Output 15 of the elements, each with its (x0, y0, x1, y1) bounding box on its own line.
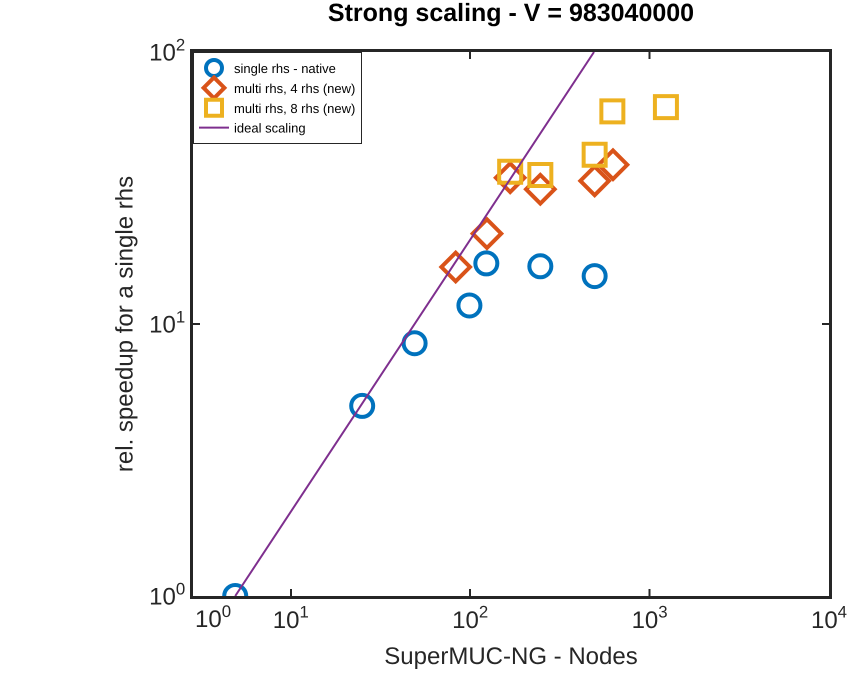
x-tick-label: 10$^{3}$ (632, 602, 668, 634)
legend-label: ideal scaling (234, 120, 306, 136)
x-axis-title: SuperMUC-NG - Nodes (384, 643, 638, 670)
legend-label: single rhs - native (234, 61, 336, 76)
text: 10$^{0}$ (195, 602, 232, 634)
y-tick-label: 10$^{0}$ (149, 579, 186, 610)
legend-label: multi rhs, 4 rhs (new) (234, 80, 356, 96)
y-axis-title: rel. speedup for a single rhs (111, 176, 138, 472)
x-tick-label: 10$^{4}$ (810, 602, 848, 634)
x-tick-label: 10$^{2}$ (452, 602, 488, 634)
legend-label: multi rhs, 8 rhs (new) (234, 100, 356, 116)
chart-title: Strong scaling - V = 983040000 (328, 0, 694, 27)
y-tick-label: 10$^{1}$ (149, 307, 186, 338)
y-tick-label: 10$^{2}$ (149, 35, 186, 66)
x-tick-label: 10$^{1}$ (272, 602, 309, 634)
